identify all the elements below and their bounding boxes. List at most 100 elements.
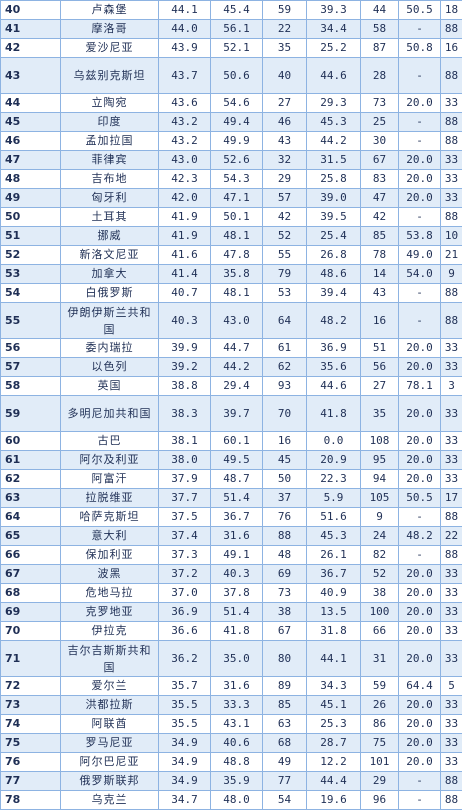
indicator-b-cell: 34.3 — [307, 677, 361, 696]
country-cell: 土耳其 — [61, 208, 159, 227]
score-cell: 38.8 — [159, 377, 211, 396]
score-cell: 42.0 — [159, 189, 211, 208]
rank-cell: 42 — [1, 39, 61, 58]
score-cell: 34.9 — [159, 753, 211, 772]
rank-a-cell: 46 — [263, 113, 307, 132]
rank-c-cell: 88 — [441, 208, 462, 227]
indicator-c-cell: 20.0 — [399, 734, 441, 753]
country-cell: 印度 — [61, 113, 159, 132]
indicator-a-cell: 31.6 — [211, 527, 263, 546]
score-cell: 37.7 — [159, 489, 211, 508]
rank-cell: 49 — [1, 189, 61, 208]
rank-cell: 54 — [1, 284, 61, 303]
country-cell: 乌克兰 — [61, 791, 159, 810]
indicator-b-cell: 22.3 — [307, 470, 361, 489]
indicator-c-cell: 20.0 — [399, 151, 441, 170]
rank-b-cell: 66 — [361, 622, 399, 641]
score-cell: 37.2 — [159, 565, 211, 584]
country-cell: 克罗地亚 — [61, 603, 159, 622]
score-cell: 42.3 — [159, 170, 211, 189]
rank-b-cell: 44 — [361, 1, 399, 20]
score-cell: 38.1 — [159, 432, 211, 451]
indicator-c-cell: 20.0 — [399, 753, 441, 772]
rank-b-cell: 87 — [361, 39, 399, 58]
rank-a-cell: 61 — [263, 339, 307, 358]
indicator-b-cell: 25.8 — [307, 170, 361, 189]
rank-a-cell: 38 — [263, 603, 307, 622]
indicator-c-cell: - — [399, 508, 441, 527]
indicator-a-cell: 33.3 — [211, 696, 263, 715]
rank-b-cell: 59 — [361, 677, 399, 696]
rank-cell: 58 — [1, 377, 61, 396]
rank-a-cell: 76 — [263, 508, 307, 527]
rank-b-cell: 101 — [361, 753, 399, 772]
rank-b-cell: 16 — [361, 303, 399, 339]
indicator-a-cell: 49.1 — [211, 546, 263, 565]
indicator-b-cell: 13.5 — [307, 603, 361, 622]
indicator-a-cell: 49.4 — [211, 113, 263, 132]
indicator-b-cell: 26.8 — [307, 246, 361, 265]
rank-a-cell: 89 — [263, 677, 307, 696]
rank-cell: 50 — [1, 208, 61, 227]
rank-cell: 76 — [1, 753, 61, 772]
rank-c-cell: 33 — [441, 396, 462, 432]
rank-cell: 72 — [1, 677, 61, 696]
indicator-a-cell: 43.1 — [211, 715, 263, 734]
indicator-b-cell: 39.5 — [307, 208, 361, 227]
indicator-b-cell: 44.1 — [307, 641, 361, 677]
rank-a-cell: 70 — [263, 396, 307, 432]
rank-b-cell: 9 — [361, 508, 399, 527]
rank-cell: 47 — [1, 151, 61, 170]
country-cell: 阿尔及利亚 — [61, 451, 159, 470]
country-cell: 委内瑞拉 — [61, 339, 159, 358]
country-cell: 洪都拉斯 — [61, 696, 159, 715]
rank-c-cell: 33 — [441, 339, 462, 358]
score-cell: 37.5 — [159, 508, 211, 527]
rank-c-cell: 33 — [441, 622, 462, 641]
country-cell: 保加利亚 — [61, 546, 159, 565]
rank-b-cell: 24 — [361, 527, 399, 546]
score-cell: 35.7 — [159, 677, 211, 696]
indicator-c-cell: - — [399, 303, 441, 339]
score-cell: 37.4 — [159, 527, 211, 546]
indicator-a-cell: 40.3 — [211, 565, 263, 584]
country-cell: 卢森堡 — [61, 1, 159, 20]
rank-c-cell: 88 — [441, 546, 462, 565]
indicator-a-cell: 41.8 — [211, 622, 263, 641]
rank-c-cell: 22 — [441, 527, 462, 546]
rank-a-cell: 68 — [263, 734, 307, 753]
score-cell: 35.5 — [159, 696, 211, 715]
indicator-a-cell: 48.1 — [211, 227, 263, 246]
indicator-c-cell: 48.2 — [399, 527, 441, 546]
indicator-b-cell: 0.0 — [307, 432, 361, 451]
score-cell: 39.2 — [159, 358, 211, 377]
indicator-c-cell: - — [399, 208, 441, 227]
rank-b-cell: 73 — [361, 94, 399, 113]
rank-a-cell: 27 — [263, 94, 307, 113]
rank-b-cell: 47 — [361, 189, 399, 208]
indicator-b-cell: 25.3 — [307, 715, 361, 734]
country-cell: 阿尔巴尼亚 — [61, 753, 159, 772]
indicator-c-cell: 20.0 — [399, 696, 441, 715]
rank-cell: 66 — [1, 546, 61, 565]
country-cell: 加拿大 — [61, 265, 159, 284]
indicator-a-cell: 49.9 — [211, 132, 263, 151]
score-cell: 41.4 — [159, 265, 211, 284]
rank-b-cell: 78 — [361, 246, 399, 265]
rank-a-cell: 77 — [263, 772, 307, 791]
country-cell: 白俄罗斯 — [61, 284, 159, 303]
indicator-a-cell: 47.8 — [211, 246, 263, 265]
rank-b-cell: 27 — [361, 377, 399, 396]
indicator-a-cell: 51.4 — [211, 603, 263, 622]
indicator-c-cell: 49.0 — [399, 246, 441, 265]
rank-b-cell: 51 — [361, 339, 399, 358]
rank-a-cell: 67 — [263, 622, 307, 641]
